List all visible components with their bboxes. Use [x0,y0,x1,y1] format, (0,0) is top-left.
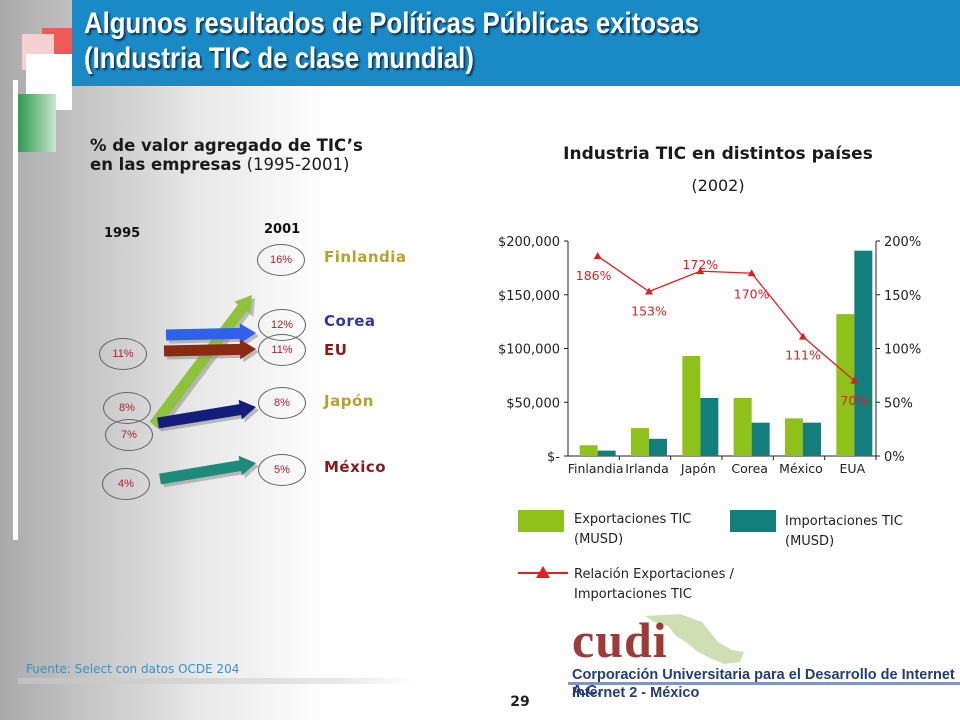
y-right-tick-label: 0% [884,450,905,465]
ratio-line [597,255,855,382]
bar-exports [579,445,598,456]
y-right-tick-label: 200% [884,235,921,250]
pct-japon-1995: 8% [103,392,151,424]
bar-imports [597,450,616,456]
mexico-map-logo [645,614,744,664]
right-chart-title: Industria TIC en distintos países [563,144,873,164]
ratio-data-label: 153% [631,304,667,319]
cudi-logo-word: cudi [572,612,668,668]
legend-exports: Exportaciones TIC (MUSD) [574,510,691,550]
left-heading-line1: % de valor agregado de TIC’s [90,136,363,155]
slide-title: Algunos resultados de Políticas Públicas… [84,7,700,75]
pct-eu-2001: 11% [258,334,306,366]
ict-industry-chart: $- $50,000 $100,000 $150,000 $200,000 0% 50% 10… [498,235,921,476]
logo-rule [568,682,960,685]
left-heading-line2: en las empresas (1995-2001) [90,155,363,174]
country-label-mexico: México [324,458,387,476]
legend-swatch-imports [730,510,776,532]
legend-ratio-line1: Relación Exportaciones / [574,567,734,582]
y-left-tick-label: $- [547,450,560,465]
left-panel-heading: % de valor agregado de TIC’s en las empr… [90,136,363,174]
page-number: 29 [510,694,530,710]
year-end-label: 2001 [264,222,301,237]
bar-exports [682,356,701,456]
country-label-corea: Corea [324,312,376,330]
country-label-finlandia: Finlandia [324,248,407,266]
arrow-mexico [159,455,256,485]
bar-imports [700,397,719,456]
ratio-data-label: 186% [576,268,612,283]
deco-square-green [18,94,56,152]
footer-rule [18,678,418,684]
y-left-tick-label: $50,000 [506,396,560,411]
x-tick-label: México [779,461,823,476]
ratio-point [747,269,756,277]
year-start-label: 1995 [104,226,141,241]
ratio-point [645,287,653,295]
legend-ratio: Relación Exportaciones / Importaciones T… [574,565,734,605]
ratio-data-label: 170% [734,286,770,301]
x-tick-label: Finlandia [568,461,624,476]
pct-finlandia-2001: 16% [257,244,305,276]
ratio-point [696,267,705,275]
left-heading-years: (1995-2001) [246,155,350,174]
legend-imports-line2: (MUSD) [785,534,835,549]
country-label-eu: EU [324,341,348,359]
bar-exports [631,428,649,456]
legend-swatch-ratio [518,566,568,578]
ratio-data-label: 70% [840,393,868,408]
legend-imports: Importaciones TIC (MUSD) [785,512,903,552]
slope-arrows [149,295,259,488]
x-tick-label: Corea [731,461,768,476]
arrow-corea [165,323,256,344]
right-chart-subtitle: (2002) [691,176,745,195]
x-tick-label: EUA [840,461,866,476]
logo-org-tagline: Internet 2 - México [572,685,700,701]
legend-imports-line1: Importaciones TIC [785,514,903,529]
arrow-japon [157,399,256,429]
x-tick-label: Irlanda [625,461,668,476]
legend-exports-line2: (MUSD) [574,532,624,547]
bar-imports [854,250,873,456]
ratio-point [593,252,602,260]
y-left-tick-label: $200,000 [498,235,560,250]
country-label-japon: Japón [324,392,374,410]
bar-exports [733,397,752,456]
pct-japon-2001: 8% [258,387,306,419]
arrow-eu [163,339,256,360]
legend-ratio-line2: Importaciones TIC [574,587,692,602]
ratio-point [850,376,859,384]
pct-mexico-1995: 4% [102,468,150,500]
left-heading-bold: en las empresas [90,155,242,174]
y-right-tick-label: 100% [884,343,921,358]
y-left-tick-label: $150,000 [498,289,560,304]
bar-imports [751,422,770,456]
source-note: Fuente: Select con datos OCDE 204 [26,662,240,676]
bar-imports [803,422,821,456]
pct-corea-1995: 11% [99,338,147,370]
legend-exports-line1: Exportaciones TIC [574,512,692,527]
deco-vertical-line [13,80,18,540]
title-bar [72,0,960,86]
bar-exports [836,314,855,456]
legend-swatch-exports [518,510,564,532]
logo-org-name: Corporación Universitaria para el Desarr… [572,667,955,699]
x-tick-label: Japón [680,461,716,476]
y-right-tick-label: 150% [884,289,921,304]
bar-imports [649,438,667,456]
ratio-data-label: 172% [682,257,718,272]
bar-exports [785,418,803,456]
y-left-tick-label: $100,000 [498,343,560,358]
ratio-point [799,332,807,340]
ratio-data-label: 111% [785,348,821,363]
y-right-tick-label: 50% [884,396,913,411]
pct-mexico-2001: 5% [258,454,306,486]
